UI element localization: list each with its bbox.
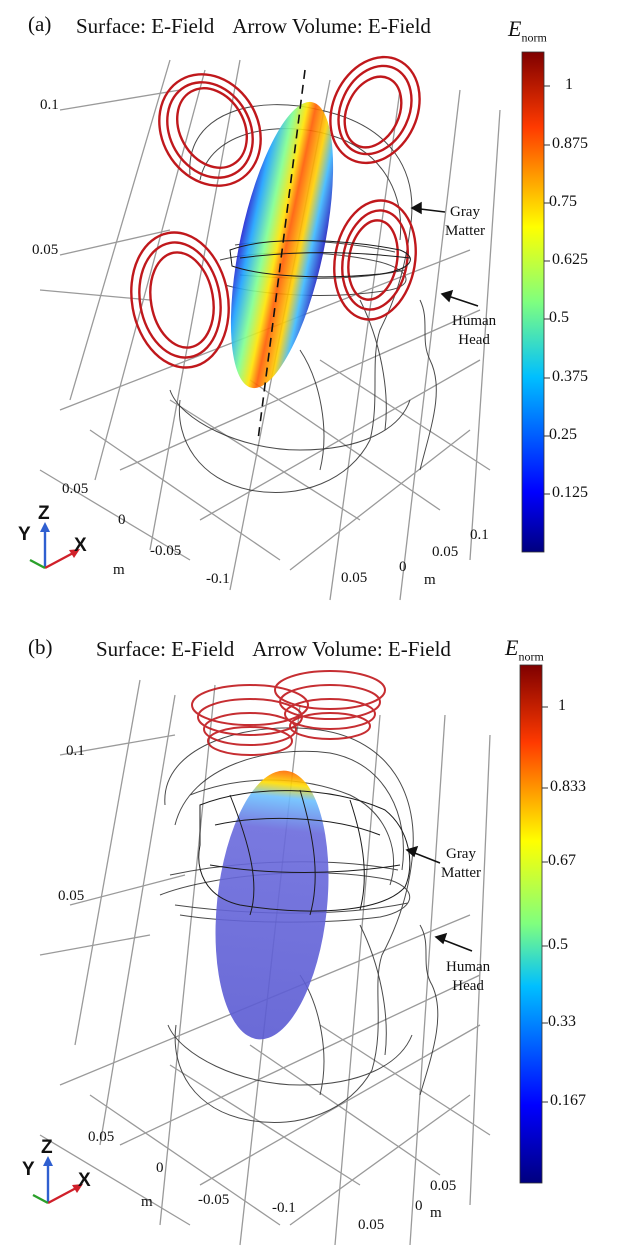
x-tick: 0.05 — [358, 1217, 385, 1233]
annotation-line: Human — [446, 959, 491, 975]
axis-unit-right: m — [430, 1205, 442, 1221]
panel-a-title: Surface: E-Field Arrow Volume: E-Field — [76, 14, 431, 39]
colorbar-a-tick: 0.875 — [552, 135, 588, 152]
annotation-line: Head — [458, 332, 490, 348]
x-tick: 0.05 — [432, 544, 459, 560]
colorbar-a-ticks — [544, 85, 550, 495]
title-arrow: Arrow Volume: E-Field — [232, 14, 431, 38]
title-surface: Surface: E-Field — [96, 637, 235, 661]
z-tick: 0.1 — [66, 743, 85, 759]
axis-unit-left: m — [141, 1194, 153, 1210]
y-tick: 0 — [118, 512, 126, 528]
brain-wireframe — [198, 789, 411, 916]
colorbar-b-tick: 0.833 — [550, 778, 586, 795]
triad-x-label: X — [74, 535, 87, 556]
annotation-human-head: Human Head — [446, 958, 490, 996]
y-tick: 0 — [156, 1160, 164, 1176]
x-tick: 0.1 — [470, 527, 489, 543]
colorbar-a-tick: 0.375 — [552, 368, 588, 385]
y-tick: -0.05 — [198, 1192, 230, 1208]
colorbar-a-sub: norm — [521, 30, 547, 45]
panel-b-figure — [32, 664, 548, 1246]
z-tick: 0.05 — [32, 242, 59, 258]
triad-y-label: Y — [22, 1159, 35, 1180]
annotation-human-head: Human Head — [452, 312, 496, 350]
triad-y-label: Y — [18, 524, 31, 545]
z-tick: 0.1 — [40, 97, 59, 113]
panel-a-figure — [29, 51, 550, 601]
axis-triad-a — [29, 522, 80, 570]
colorbar-a-tick: 0.125 — [552, 484, 588, 501]
efield-surface — [230, 101, 334, 389]
axis-unit-left: m — [113, 562, 125, 578]
annotation-line: Human — [452, 313, 497, 329]
triad-z-label: Z — [38, 503, 50, 524]
gray-matter-arrowhead — [410, 201, 422, 215]
panel-a: (a) Surface: E-Field Arrow Volume: E-Fiel… — [0, 0, 620, 610]
colorbar-a — [521, 51, 545, 553]
triad-x-label: X — [78, 1170, 91, 1191]
colorbar-b-tick: 0.167 — [550, 1092, 586, 1109]
x-tick: 0.05 — [341, 570, 368, 586]
colorbar-b-label: Enorm — [505, 635, 544, 664]
title-arrow: Arrow Volume: E-Field — [252, 637, 451, 661]
x-tick: 0 — [399, 559, 407, 575]
y-tick: 0.05 — [88, 1129, 115, 1145]
human-head-arrowhead — [434, 932, 448, 945]
panel-b-title: Surface: E-Field Arrow Volume: E-Field — [96, 637, 451, 662]
axis-unit-right: m — [424, 572, 436, 588]
colorbar-b-tick: 0.33 — [548, 1013, 576, 1030]
axis-dashed-line — [257, 69, 306, 441]
colorbar-a-tick: 1 — [565, 76, 573, 93]
panel-b: (b) Surface: E-Field Arrow Volume: E-Fiel… — [0, 625, 620, 1253]
triad-z-label: Z — [41, 1137, 53, 1158]
colorbar-a-tick: 0.75 — [549, 193, 577, 210]
gray-matter-arrowhead — [405, 845, 419, 858]
colorbar-b-sub: norm — [518, 649, 544, 664]
annotation-gray-matter: Gray Matter — [445, 203, 485, 241]
panel-a-label: (a) — [28, 12, 52, 36]
annotation-line: Matter — [441, 865, 481, 881]
colorbar-b-tick: 1 — [558, 697, 566, 714]
z-tick: 0.05 — [58, 888, 85, 904]
axis-triad-b — [32, 1156, 83, 1205]
colorbar-b — [519, 664, 543, 1184]
y-tick: -0.05 — [150, 543, 182, 559]
efield-surface — [215, 770, 329, 1040]
human-head-arrowhead — [440, 289, 454, 303]
x-tick: 0 — [415, 1198, 423, 1214]
title-surface: Surface: E-Field — [76, 14, 215, 38]
coil-loops — [191, 670, 386, 756]
colorbar-a-label: Enorm — [508, 16, 547, 45]
colorbar-a-tick: 0.625 — [552, 251, 588, 268]
annotation-line: Head — [452, 978, 484, 994]
x-tick: 0.05 — [430, 1178, 457, 1194]
annotation-line: Gray — [445, 846, 476, 862]
y-tick: 0.05 — [62, 481, 89, 497]
y-tick: -0.1 — [272, 1200, 296, 1216]
colorbar-a-symbol: E — [508, 16, 522, 41]
panel-b-label: (b) — [28, 635, 53, 659]
y-tick: -0.1 — [206, 571, 230, 587]
coil-loops — [130, 55, 421, 369]
brain-wireframe — [229, 240, 411, 278]
annotation-line: Gray — [449, 204, 480, 220]
colorbar-b-ticks — [542, 706, 548, 1103]
annotation-gray-matter: Gray Matter — [441, 845, 481, 883]
annotation-line: Matter — [445, 223, 485, 239]
colorbar-b-tick: 0.5 — [548, 936, 568, 953]
colorbar-a-tick: 0.5 — [549, 309, 569, 326]
colorbar-b-symbol: E — [505, 635, 519, 660]
colorbar-b-tick: 0.67 — [548, 852, 576, 869]
colorbar-a-tick: 0.25 — [549, 426, 577, 443]
